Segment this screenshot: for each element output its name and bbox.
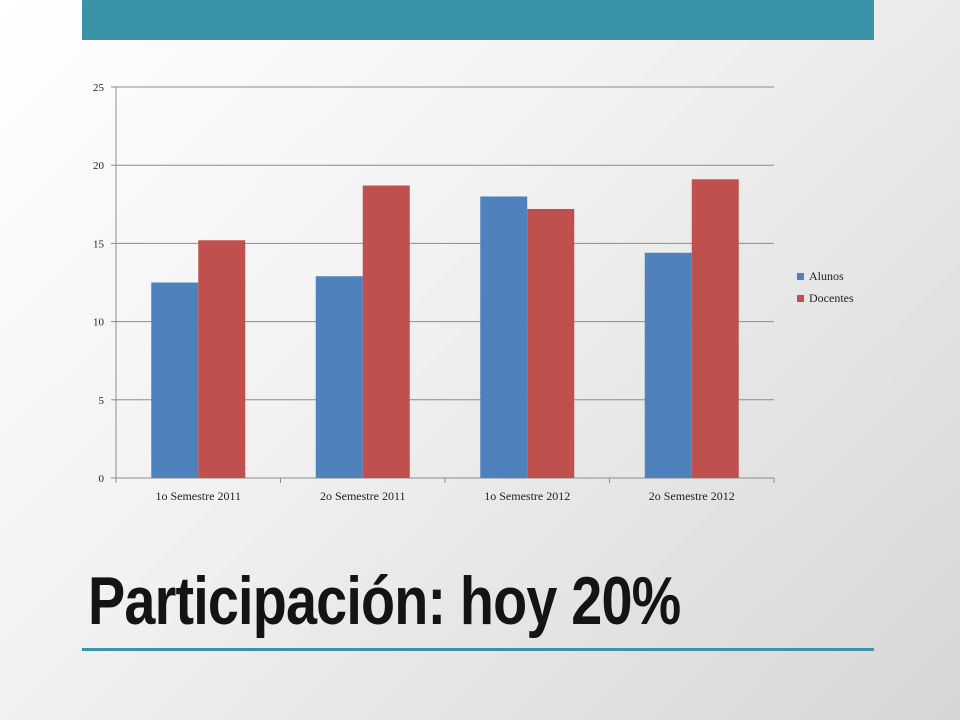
bar-docentes-4 <box>691 179 739 478</box>
bar-docentes-1 <box>198 240 246 478</box>
legend-swatch-alunos <box>797 273 804 280</box>
bar-chart: 0 5 10 15 20 25 1o Semestre 2011 2o Semestre 20… <box>93 82 854 503</box>
legend-label-alunos: Alunos <box>809 269 844 283</box>
bar-alunos-1 <box>151 282 199 478</box>
bar-alunos-2 <box>315 276 363 478</box>
y-tick-label: 10 <box>93 317 105 329</box>
x-tick-label: 1o Semestre 2012 <box>484 489 570 503</box>
x-tick-label: 1o Semestre 2011 <box>155 489 241 503</box>
bar-alunos-3 <box>480 196 528 479</box>
y-tick-label: 25 <box>93 82 105 94</box>
header-accent-bar <box>82 0 874 40</box>
slide-title: Participación: hoy 20% <box>88 563 681 639</box>
y-tick-label: 15 <box>93 238 105 250</box>
x-tick-label: 2o Semestre 2012 <box>649 489 735 503</box>
bar-docentes-3 <box>527 208 575 478</box>
y-tick-label: 5 <box>99 395 105 407</box>
x-tick-label: 2o Semestre 2011 <box>320 489 406 503</box>
legend-swatch-docentes <box>797 295 804 302</box>
legend-label-docentes: Docentes <box>809 291 854 305</box>
bar-alunos-4 <box>644 252 692 478</box>
title-underline <box>82 648 874 651</box>
chart-svg: 0 5 10 15 20 25 1o Semestre 2011 2o Semestre 20… <box>93 82 854 503</box>
bar-docentes-2 <box>362 185 410 479</box>
y-tick-label: 0 <box>99 473 105 485</box>
y-tick-label: 20 <box>93 160 105 172</box>
